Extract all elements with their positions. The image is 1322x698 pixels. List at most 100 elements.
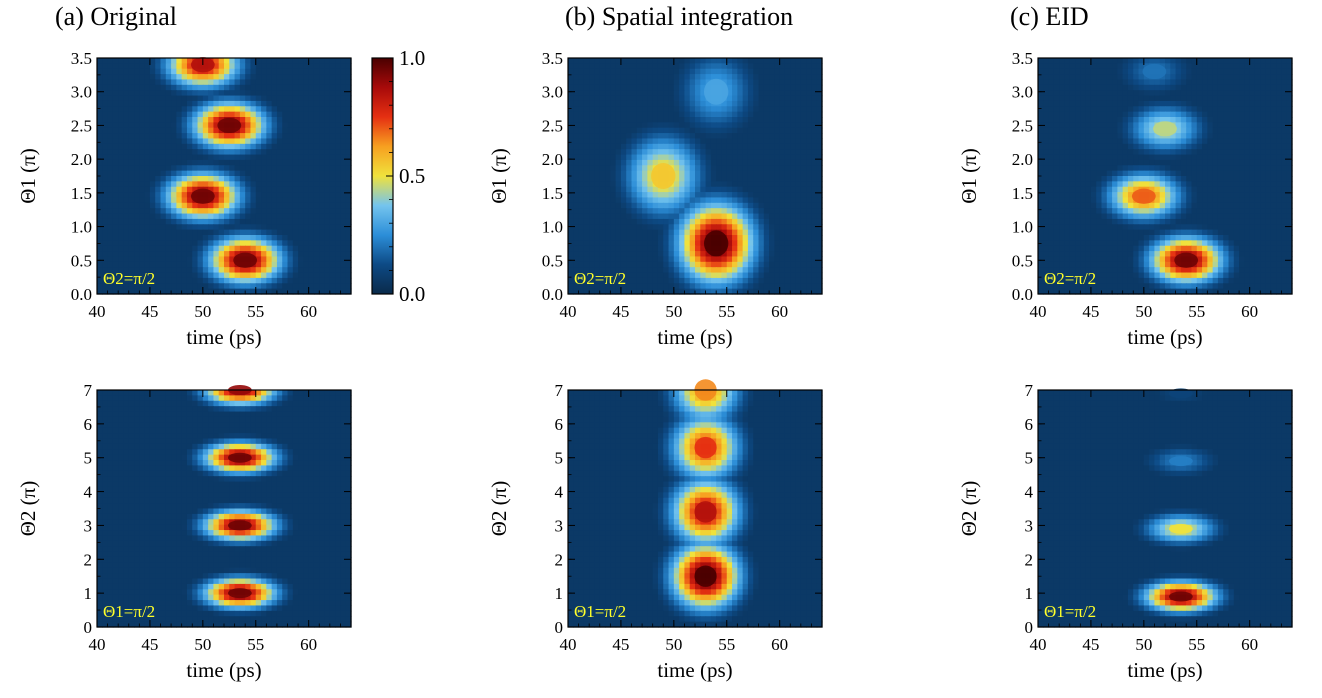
heatmap-cell [594, 224, 601, 231]
heatmap-cell [271, 208, 278, 215]
heatmap-cell [573, 251, 580, 258]
heatmap-cell [1154, 106, 1161, 113]
heatmap-cell [779, 133, 786, 140]
heatmap-cell [266, 170, 273, 177]
heatmap-cell [599, 106, 606, 113]
heatmap-cell [721, 229, 728, 236]
heatmap-cell [1281, 111, 1288, 118]
heatmap-cell [255, 277, 262, 284]
heatmap-cell [710, 74, 717, 81]
heatmap-cell [652, 133, 659, 140]
heatmap-cell [726, 143, 733, 150]
heatmap-cell [1270, 106, 1277, 113]
heatmap-cell [652, 272, 659, 279]
heatmap-cell [753, 127, 760, 134]
heatmap-cell [583, 245, 590, 252]
heatmap-cell [181, 111, 188, 118]
heatmap-cell [276, 159, 283, 166]
heatmap-cell [107, 235, 114, 241]
heatmap-cell [800, 79, 807, 86]
heatmap-cell [784, 256, 791, 263]
heatmap-cell [779, 149, 786, 156]
heatmap-cell [663, 149, 670, 156]
heatmap-cell [1244, 100, 1251, 107]
heatmap-cell [583, 74, 590, 81]
heatmap-cell [721, 202, 728, 209]
heatmap-cell [345, 245, 352, 252]
heatmap-cell [737, 224, 744, 231]
heatmap-cell [340, 117, 347, 123]
y-tick-label: 0.0 [71, 285, 92, 304]
heatmap-cell [636, 79, 643, 86]
heatmap-cell [1149, 95, 1156, 102]
heatmap-cell [747, 235, 754, 241]
heatmap-cell [303, 170, 310, 177]
heatmap-cell [1265, 100, 1272, 107]
heatmap-cell [663, 133, 670, 140]
heatmap-cell [594, 90, 601, 97]
heatmap-cell [779, 100, 786, 107]
heatmap-cell [97, 224, 103, 231]
heatmap-cell [102, 84, 109, 91]
heatmap-cell [292, 245, 299, 252]
heatmap-cell [1260, 100, 1267, 107]
heatmap-cell [1080, 74, 1087, 81]
heatmap-cell [97, 90, 103, 97]
heatmap-cell [345, 58, 352, 64]
heatmap-cell [234, 283, 241, 290]
heatmap-cell [710, 181, 717, 188]
heatmap-cell [1254, 106, 1261, 113]
heatmap-cell [335, 90, 342, 97]
heatmap-cell [1112, 117, 1118, 123]
heatmap-cell [165, 192, 172, 199]
heatmap-cell [578, 127, 585, 134]
heatmap-cell [737, 117, 744, 123]
heatmap-cell [176, 111, 183, 118]
heatmap-cell [1043, 63, 1050, 70]
heatmap-cell [224, 68, 230, 75]
heatmap-cell [186, 186, 193, 193]
heatmap-cell [250, 202, 257, 209]
heatmap-cell [165, 208, 172, 215]
heatmap-cell [790, 245, 797, 252]
heatmap-cell [816, 176, 823, 182]
heatmap-cell [224, 181, 230, 188]
heatmap-cell [308, 106, 315, 113]
heatmap-cell [578, 84, 585, 91]
heatmap-cell [605, 267, 611, 274]
heatmap-cell [255, 74, 262, 81]
heatmap-cell [181, 170, 188, 177]
heatmap-cell [186, 90, 193, 97]
heatmap-cell [610, 218, 617, 225]
heatmap-cell [319, 272, 326, 279]
heatmap-cell [324, 267, 331, 274]
heatmap-cell [774, 79, 781, 86]
heatmap-cell [811, 277, 818, 284]
heatmap-cell [583, 95, 590, 102]
heatmap-cell [329, 251, 336, 258]
heatmap-cell [1249, 106, 1256, 113]
heatmap-cell [229, 154, 236, 161]
heatmap-cell [1133, 79, 1140, 86]
heatmap-cell [679, 277, 686, 284]
heatmap-cell [229, 79, 236, 86]
heatmap-cell [721, 165, 728, 172]
heatmap-cell [806, 133, 813, 140]
heatmap-cell [313, 218, 320, 225]
heatmap-cell [208, 138, 215, 145]
heatmap-cell [583, 229, 590, 236]
heatmap-cell [329, 117, 336, 123]
heatmap-cell [202, 133, 209, 140]
heatmap-cell [668, 100, 675, 107]
heatmap-cell [784, 58, 791, 64]
heatmap-cell [176, 192, 183, 199]
heatmap-cell [583, 261, 590, 268]
heatmap-cell [149, 208, 156, 215]
heatmap-cell [298, 197, 304, 204]
heatmap-cell [811, 256, 818, 263]
heatmap-cell [568, 218, 574, 225]
heatmap-cell [684, 127, 691, 134]
heatmap-cell [245, 111, 252, 118]
heatmap-cell [684, 106, 691, 113]
heatmap-cell [271, 176, 278, 182]
